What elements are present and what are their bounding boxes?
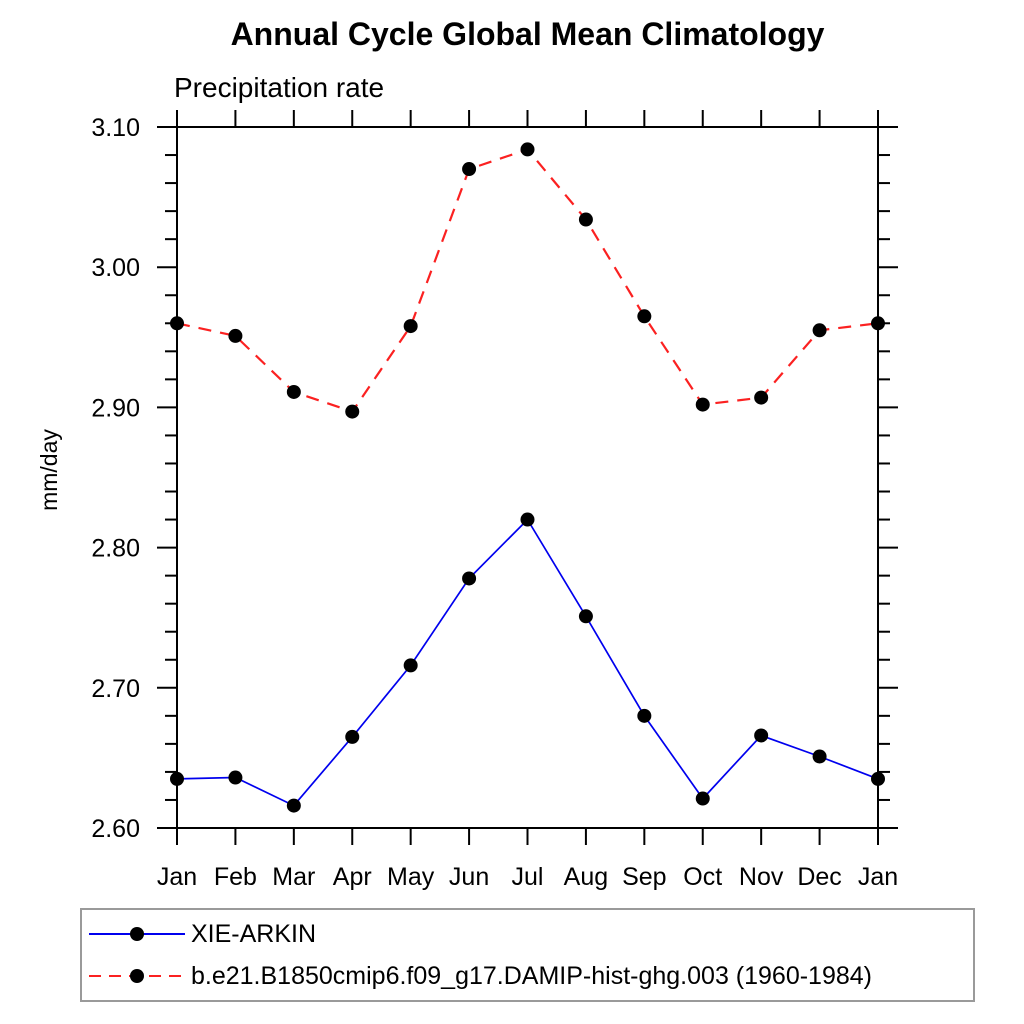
- data-point-marker: [871, 316, 885, 331]
- legend-line-sample: [89, 927, 185, 941]
- legend: XIE-ARKIN b.e21.B1850cmip6.f09_g17.DAMIP…: [80, 908, 975, 1002]
- data-point-marker: [695, 397, 710, 412]
- x-tick-label: Sep: [622, 863, 666, 891]
- x-tick-label: Apr: [333, 863, 372, 891]
- data-point-marker: [345, 729, 360, 744]
- legend-label: XIE-ARKIN: [191, 919, 317, 948]
- data-point-marker: [637, 708, 652, 723]
- series-xie-arkin: [170, 512, 885, 813]
- x-tick-labels: Jan Feb Mar Apr May Jun Jul Aug Sep Oct Nov Dec Jan: [157, 863, 898, 891]
- x-tick-label: Jan: [858, 863, 898, 891]
- data-point-marker: [637, 309, 652, 324]
- x-tick-label: Jan: [157, 863, 197, 891]
- y-ticks: [157, 126, 898, 829]
- data-point-marker: [462, 162, 477, 177]
- y-axis-title: mm/day: [36, 429, 62, 511]
- legend-item: XIE-ARKIN: [87, 913, 973, 955]
- x-tick-label: May: [387, 863, 435, 891]
- data-point-marker: [754, 728, 769, 743]
- data-point-marker: [578, 609, 593, 624]
- x-tick-label: Aug: [564, 863, 608, 891]
- plot-border: [176, 126, 879, 829]
- x-tick-label: Jun: [449, 863, 489, 891]
- y-tick-labels: 2.60 2.70 2.80 2.90 3.00 3.10: [91, 114, 140, 843]
- data-point-marker: [403, 658, 418, 673]
- data-point-marker: [228, 328, 243, 343]
- legend-item: b.e21.B1850cmip6.f09_g17.DAMIP-hist-ghg.…: [87, 955, 973, 997]
- x-tick-label: Mar: [272, 863, 315, 891]
- data-point-marker: [403, 319, 418, 334]
- y-tick-label: 2.90: [91, 394, 140, 422]
- series-marker-icon: [130, 927, 144, 941]
- data-point-marker: [812, 749, 827, 764]
- left-axis-subtitle: Precipitation rate: [174, 72, 385, 103]
- series-line-xie-arkin: [176, 518, 879, 807]
- legend-line-sample: [89, 969, 185, 983]
- data-point-marker: [170, 771, 184, 786]
- data-point-marker: [754, 390, 769, 405]
- series-marker-icon: [130, 969, 144, 983]
- series-line-b-e21-b1850cmip6-f09-g17-damip-hist-ghg-: [176, 148, 879, 413]
- x-tick-label: Nov: [739, 863, 784, 891]
- data-point-marker: [695, 791, 710, 806]
- chart-title: Annual Cycle Global Mean Climatology: [230, 16, 825, 52]
- data-point-marker: [228, 770, 243, 785]
- data-point-marker: [520, 142, 535, 157]
- x-tick-label: Feb: [214, 863, 257, 891]
- data-point-marker: [578, 212, 593, 227]
- y-tick-label: 3.10: [91, 114, 140, 142]
- data-point-marker: [520, 512, 535, 527]
- data-point-marker: [286, 384, 301, 399]
- data-point-marker: [871, 771, 885, 786]
- data-point-marker: [812, 323, 827, 338]
- x-tick-label: Dec: [797, 863, 841, 891]
- data-point-marker: [286, 798, 301, 813]
- x-ticks: [176, 110, 879, 845]
- legend-label: b.e21.B1850cmip6.f09_g17.DAMIP-hist-ghg.…: [191, 961, 872, 990]
- x-tick-label: Oct: [683, 863, 722, 891]
- y-tick-label: 3.00: [91, 254, 140, 282]
- series-b-e21-b1850cmip6-f09-g17-damip-hist-ghg-: [170, 142, 885, 419]
- y-tick-label: 2.80: [91, 535, 140, 563]
- x-tick-label: Jul: [512, 863, 544, 891]
- y-tick-label: 2.70: [91, 675, 140, 703]
- data-point-marker: [462, 571, 477, 586]
- data-point-marker: [170, 316, 184, 331]
- y-tick-label: 2.60: [91, 815, 140, 843]
- data-point-marker: [345, 404, 360, 419]
